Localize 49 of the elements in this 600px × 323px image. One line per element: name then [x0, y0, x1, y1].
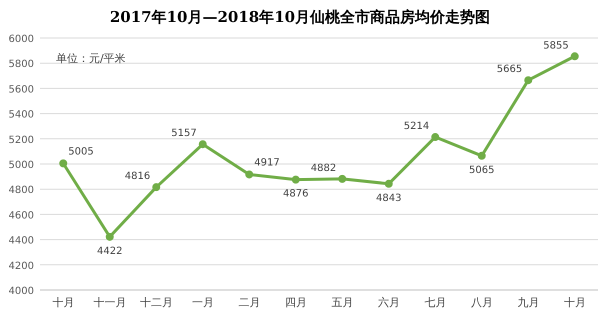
y-tick-label: 6000	[8, 34, 34, 45]
point	[524, 76, 532, 84]
annotation: 单位：元/平米	[56, 52, 126, 65]
y-tick-label: 5800	[8, 59, 34, 70]
point	[384, 180, 393, 188]
data-label: 5065	[469, 164, 494, 176]
y-tick-label: 5200	[8, 134, 34, 146]
data-label: 5214	[404, 121, 430, 132]
data-label: 4843	[376, 192, 402, 204]
data-label: 5157	[171, 128, 197, 140]
data-label: 4422	[97, 246, 122, 257]
x-tick-label: 一月	[192, 296, 214, 309]
data-label: 5005	[68, 146, 94, 158]
x-tick-label: 十一月	[93, 296, 126, 309]
y-tick-label: 5600	[8, 84, 34, 96]
point	[152, 183, 160, 192]
x-tick-label: 十月	[564, 296, 586, 309]
x-tick-label: 十月	[52, 296, 74, 309]
point	[338, 174, 346, 183]
x-tick-label: 七月	[424, 296, 446, 309]
x-tick-label: 八月	[470, 296, 493, 309]
point	[570, 52, 579, 60]
y-tick-label: 4600	[8, 210, 34, 222]
point	[59, 159, 68, 168]
data-label: 5665	[496, 64, 522, 76]
y-tick-label: 4000	[8, 286, 34, 297]
y-tick-label: 4400	[8, 236, 34, 247]
x-tick-label: 九月	[517, 296, 540, 309]
y-tick-label: 4200	[8, 260, 34, 272]
data-label: 4917	[254, 157, 280, 168]
x-tick-label: 二月	[238, 296, 260, 309]
point	[478, 152, 486, 160]
y-tick-label: 4800	[8, 185, 34, 196]
x-tick-label: 四月	[284, 296, 307, 309]
data-label: 4816	[124, 171, 150, 182]
data-label: 5855	[543, 40, 569, 52]
data-label: 4876	[283, 188, 308, 200]
x-tick-label: 六月	[378, 296, 400, 309]
point	[245, 170, 254, 178]
x-tick-label: 十二月	[140, 296, 173, 309]
point	[106, 232, 114, 241]
point	[431, 133, 440, 142]
data-label: 4882	[310, 162, 336, 174]
chart-title: 2017年10月—2018年10月仙桃全市商品房均价走势图	[110, 8, 490, 26]
y-tick-label: 5400	[8, 110, 34, 121]
point	[292, 176, 300, 184]
x-tick-label: 五月	[331, 296, 354, 309]
point	[198, 140, 207, 148]
y-tick-label: 5000	[8, 160, 34, 171]
